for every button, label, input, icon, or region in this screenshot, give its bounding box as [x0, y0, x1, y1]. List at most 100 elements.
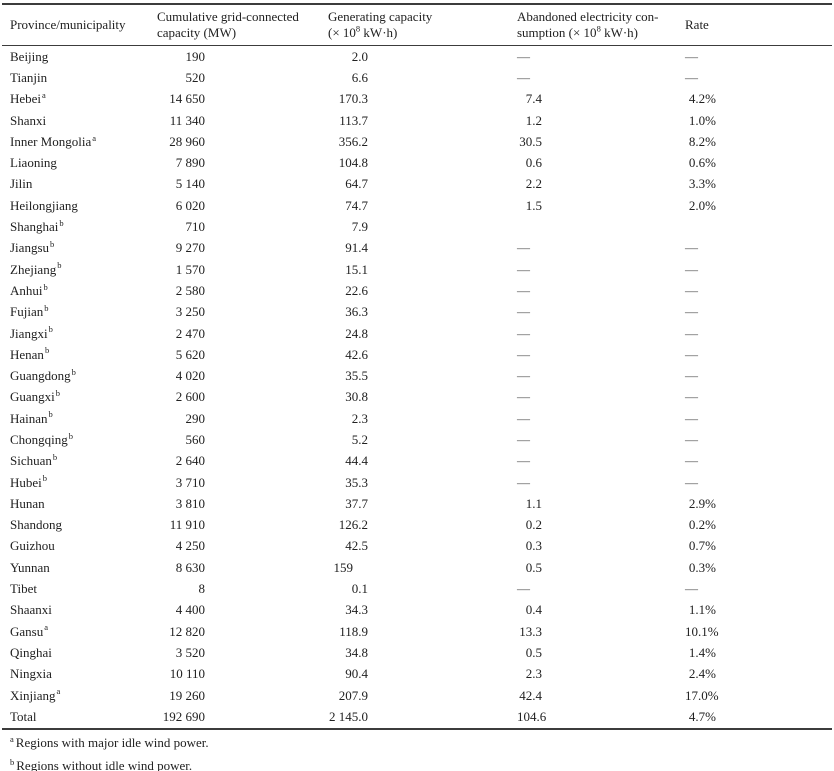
header-unit-text: (× 10	[328, 25, 356, 40]
province-cell: Tianjin	[2, 67, 145, 88]
cumulative-cell: 3 250	[175, 304, 205, 320]
footnote-marker: b	[68, 430, 74, 441]
footnote-marker: b	[42, 473, 48, 484]
province-cell: Henanb	[2, 344, 145, 365]
province-cell: Jiangxib	[2, 323, 145, 344]
province-cell: Chongqingb	[2, 429, 145, 450]
cumulative-cell: 9 270	[175, 240, 205, 256]
abandoned-cell: —	[517, 389, 530, 405]
province-name: Qinghai	[10, 644, 52, 660]
cumulative-cell: 8	[198, 581, 206, 597]
footnote-marker: b	[59, 217, 64, 228]
cumulative-cell: 10 110	[169, 666, 205, 682]
province-cell: Qinghai	[2, 642, 145, 663]
footnote-b-text: Regions without idle wind power.	[16, 758, 193, 771]
footnote-marker: b	[48, 324, 53, 335]
table-row: Jiangsub 9 270 91.4 — —	[2, 238, 832, 259]
abandoned-cell: 13.3	[519, 623, 542, 639]
province-name: Xinjiang	[10, 687, 56, 703]
rate-cell: —	[685, 431, 698, 447]
generating-cell: 42.5	[345, 538, 368, 554]
footnote-marker: b	[44, 302, 49, 313]
cumulative-cell: 28 960	[169, 133, 205, 149]
generating-cell: 34.8	[345, 644, 368, 660]
province-cell: Tibet	[2, 578, 145, 599]
table-row: Shandong 11 910 126.2 0.2 0.2%	[2, 515, 832, 536]
cumulative-cell: 5 620	[175, 346, 205, 362]
rate-cell: —	[685, 453, 698, 469]
abandoned-cell: 0.4	[525, 602, 542, 618]
cumulative-cell: 190	[185, 48, 206, 64]
generating-cell: 0.1	[351, 581, 368, 597]
footnote-marker: b	[43, 281, 48, 292]
province-cell: Ningxia	[2, 664, 145, 685]
rate-cell: 1.1%	[688, 602, 716, 618]
abandoned-cell: 104.6	[517, 708, 547, 724]
table-row: Guizhou 4 250 42.5 0.3 0.7%	[2, 536, 832, 557]
abandoned-cell: 42.4	[519, 687, 542, 703]
generating-cell: 22.6	[345, 282, 368, 298]
province-name: Hunan	[10, 495, 45, 511]
cumulative-cell: 2 600	[175, 389, 205, 405]
cumulative-cell: 19 260	[169, 687, 205, 703]
generating-cell: 42.6	[345, 346, 368, 362]
province-name: Jilin	[10, 176, 33, 192]
cumulative-cell: 12 820	[169, 623, 205, 639]
cumulative-cell: 192 690	[162, 708, 205, 724]
province-name: Jiangsu	[10, 240, 49, 256]
province-name: Liaoning	[10, 155, 57, 171]
province-name: Guizhou	[10, 538, 55, 554]
province-cell: Gansua	[2, 621, 145, 642]
footnote-a: a Regions with major idle wind power.	[10, 734, 209, 751]
rate-cell: 2.4%	[688, 666, 716, 682]
province-name: Shaanxi	[10, 602, 52, 618]
table-row: Hunan 3 810 37.7 1.1 2.9%	[2, 493, 832, 514]
generating-cell: 2.0	[351, 48, 368, 64]
generating-cell: 30.8	[345, 389, 368, 405]
abandoned-cell: —	[517, 282, 530, 298]
table-row: Shanxi 11 340 113.7 1.2 1.0%	[2, 110, 832, 131]
abandoned-cell: 2.2	[525, 176, 542, 192]
rate-cell: —	[685, 474, 698, 490]
table-row: Henanb 5 620 42.6 — —	[2, 344, 832, 365]
generating-cell: 44.4	[345, 453, 368, 469]
table-row: Jiangxib 2 470 24.8 — —	[2, 323, 832, 344]
footnote-marker: a	[44, 622, 48, 633]
column-header-generating-capacity: Generating capacity (× 108 kW·h)	[328, 4, 517, 46]
province-name: Fujian	[10, 304, 44, 320]
rate-cell: 0.3%	[688, 559, 716, 575]
province-cell: Hubeib	[2, 472, 145, 493]
rate-cell: 2.0%	[688, 197, 716, 213]
generating-cell: 207.9	[338, 687, 368, 703]
province-name: Hebei	[10, 91, 42, 107]
province-cell: Shanghaib	[2, 216, 145, 237]
cumulative-cell: 3 810	[175, 495, 205, 511]
province-cell: Liaoning	[2, 152, 145, 173]
header-unit-text: kW·h)	[360, 25, 398, 40]
footnote-marker: b	[71, 366, 76, 377]
header-line: Generating capacity	[328, 8, 433, 24]
abandoned-cell: 7.4	[525, 91, 542, 107]
province-name: Henan	[10, 346, 44, 362]
table-row: Liaoning 7 890 104.8 0.6 0.6%	[2, 152, 832, 173]
cumulative-cell: 1 570	[175, 261, 205, 277]
province-name: Shanghai	[10, 219, 59, 235]
province-cell: Fujianb	[2, 302, 145, 323]
table-row: Hubeib 3 710 35.3 — —	[2, 472, 832, 493]
table-row: Tianjin 520 6.6 — —	[2, 67, 832, 88]
abandoned-cell	[517, 216, 685, 237]
footnote-marker: b	[48, 409, 53, 420]
abandoned-cell: 1.1	[525, 495, 542, 511]
column-header-rate: Rate	[685, 4, 832, 46]
generating-cell: 24.8	[345, 325, 368, 341]
rate-cell: 1.0%	[688, 112, 716, 128]
footnote-b: b Regions without idle wind power.	[10, 757, 209, 771]
cumulative-cell: 11 340	[169, 112, 205, 128]
footnote-marker: b	[57, 260, 62, 271]
generating-cell: 91.4	[345, 240, 368, 256]
province-cell: Jiangsub	[2, 238, 145, 259]
table-row: Tibet 8 0.1 — —	[2, 578, 832, 599]
province-cell: Shanxi	[2, 110, 145, 131]
table-row: Ningxia 10 110 90.4 2.3 2.4%	[2, 664, 832, 685]
rate-cell: —	[685, 368, 698, 384]
